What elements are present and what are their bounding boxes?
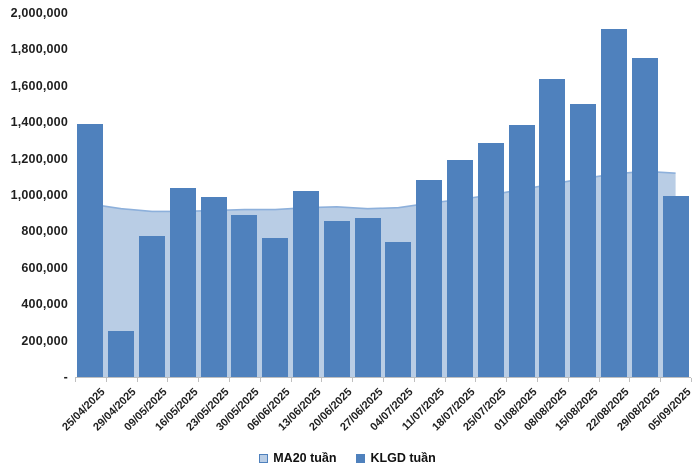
x-axis-tick: [321, 378, 323, 382]
x-axis-tick: [383, 378, 384, 382]
x-axis-tick: [290, 378, 292, 382]
legend-swatch-icon: [356, 453, 366, 463]
y-tick-label: 800,000: [21, 224, 68, 239]
x-axis-tick: [105, 378, 107, 382]
x-axis-tick: [691, 378, 692, 382]
x-axis-tick: [352, 378, 354, 382]
volume-bar-15-08-2025: [570, 104, 597, 377]
volume-bar-25-07-2025: [477, 143, 504, 377]
chart-legend: MA20 tuần KLGD tuần: [0, 451, 695, 465]
volume-bar-29-08-2025: [631, 57, 658, 377]
x-axis-tick: [660, 378, 662, 382]
x-axis-line: [75, 377, 691, 378]
volume-bar-27-06-2025: [354, 217, 381, 378]
x-axis-tick: [537, 378, 538, 382]
x-axis-tick: [75, 378, 76, 382]
x-axis-tick: [506, 378, 508, 382]
legend-item-ma20[interactable]: MA20 tuần: [259, 451, 336, 465]
x-axis-tick: [475, 378, 477, 382]
volume-bar-01-08-2025: [508, 124, 535, 377]
volume-bar-25-04-2025: [77, 124, 104, 377]
y-tick-label: 1,400,000: [10, 115, 68, 130]
volume-bar-23-05-2025: [200, 196, 227, 377]
volume-bar-09-05-2025: [139, 236, 165, 377]
volume-bar-29-04-2025: [108, 330, 135, 377]
y-tick-label: 1,000,000: [10, 188, 68, 202]
volume-bar-30-05-2025: [231, 215, 258, 377]
legend-label: MA20 tuần: [273, 451, 337, 465]
volume-bar-13-06-2025: [293, 191, 319, 377]
y-tick-label: 400,000: [21, 297, 68, 312]
y-tick-label: 1,600,000: [10, 78, 68, 93]
x-axis-tick: [444, 378, 446, 382]
volume-bar-16-05-2025: [169, 187, 196, 377]
x-axis-tick: [567, 378, 569, 382]
y-tick-label: 200,000: [21, 333, 68, 348]
legend-swatch-icon: [259, 453, 269, 463]
x-axis-tick: [259, 378, 261, 382]
volume-bar-06-06-2025: [262, 237, 289, 377]
x-axis-tick: [413, 378, 415, 382]
y-tick-label: 1,200,000: [10, 151, 68, 166]
y-tick-label: 1,800,000: [10, 42, 68, 57]
y-tick-label: 600,000: [21, 260, 68, 275]
x-axis-tick: [167, 378, 169, 382]
x-axis-tick: [598, 378, 600, 382]
volume-bar-22-08-2025: [601, 29, 627, 377]
volume-bar-04-07-2025: [385, 242, 412, 377]
y-tick-label: 2,000,000: [10, 6, 68, 20]
y-tick-label: -: [63, 370, 68, 384]
x-axis-tick: [198, 378, 200, 382]
legend-item-klgd[interactable]: KLGD tuần: [356, 451, 436, 465]
x-axis-tick: [229, 378, 230, 382]
volume-bar-08-08-2025: [539, 79, 566, 377]
x-axis-tick: [629, 378, 631, 382]
x-axis-tick: [136, 378, 138, 382]
legend-label: KLGD tuần: [370, 451, 436, 465]
volume-bar-11-07-2025: [416, 180, 443, 377]
volume-bar-05-09-2025: [662, 195, 689, 377]
volume-bar-20-06-2025: [323, 220, 350, 377]
volume-bar-18-07-2025: [447, 160, 473, 377]
